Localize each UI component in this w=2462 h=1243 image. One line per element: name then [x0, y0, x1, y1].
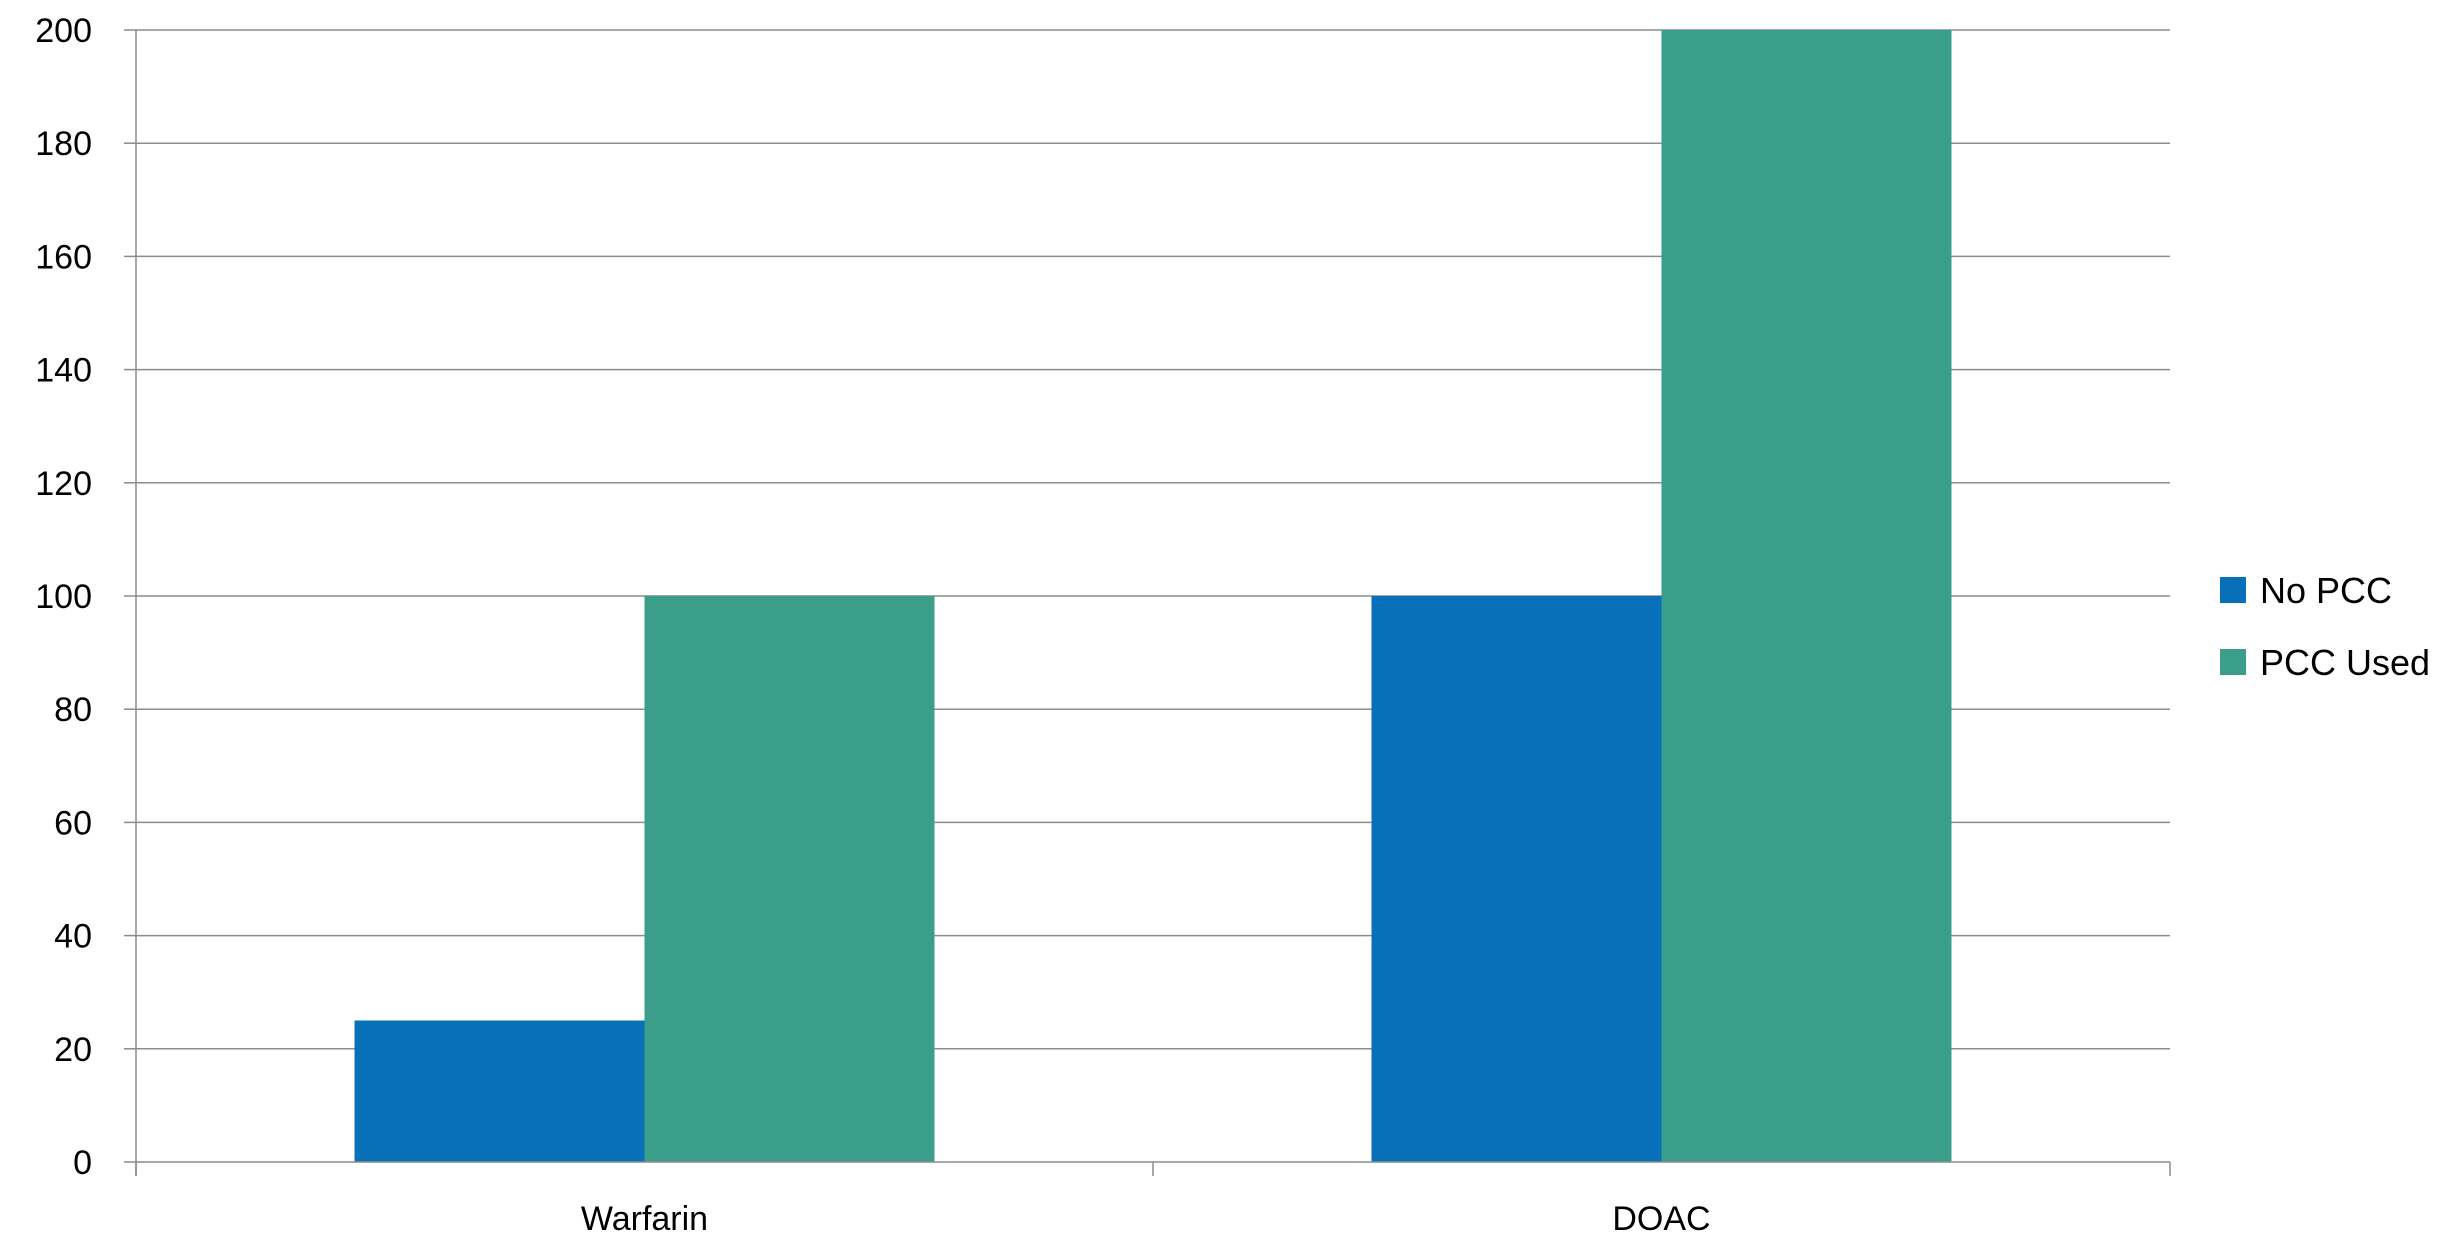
y-tick-label: 140	[35, 352, 92, 390]
x-tick-label: Warfarin	[581, 1200, 708, 1238]
bar-no-pcc-warfarin	[355, 1021, 645, 1163]
x-tick-label: DOAC	[1612, 1200, 1710, 1238]
y-tick-label: 40	[54, 918, 92, 956]
legend-swatch	[2220, 649, 2246, 675]
y-tick-label: 160	[35, 238, 92, 276]
y-tick-label: 0	[73, 1144, 92, 1182]
bar-pcc-used-warfarin	[645, 596, 935, 1162]
y-tick-label: 20	[54, 1031, 92, 1069]
y-tick-label: 120	[35, 465, 92, 503]
y-tick-label: 100	[35, 578, 92, 616]
y-tick-label: 180	[35, 125, 92, 163]
bar-no-pcc-doac	[1372, 596, 1662, 1162]
bar-pcc-used-doac	[1662, 30, 1952, 1162]
x-tick-labels: Warfarin DOAC	[581, 1200, 1711, 1238]
legend: No PCC PCC Used	[2220, 570, 2430, 683]
legend-label: No PCC	[2260, 570, 2392, 611]
y-tick-label: 80	[54, 691, 92, 729]
y-tick-labels: 0 20 40 60 80 100 120 140 160 180 200	[35, 12, 92, 1182]
y-tick-label: 60	[54, 804, 92, 842]
y-tick-label: 200	[35, 12, 92, 50]
legend-label: PCC Used	[2260, 642, 2430, 683]
legend-swatch	[2220, 577, 2246, 603]
